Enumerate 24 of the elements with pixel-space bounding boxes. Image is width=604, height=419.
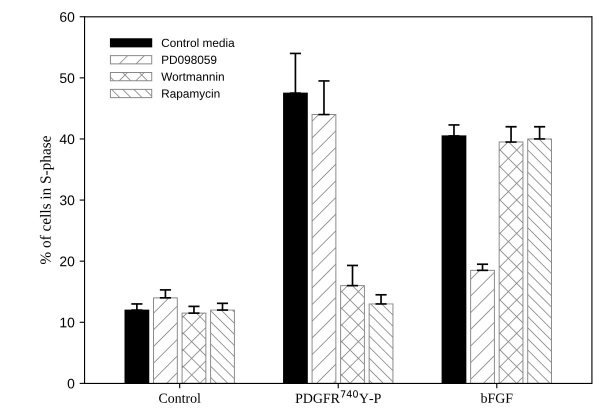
y-tick-label: 0 [68,378,74,389]
y-tick-label: 50 [60,73,74,84]
bar [498,142,524,384]
y-axis-title: % of cells in S-phase [40,136,54,264]
x-tick-label: bFGF [480,393,512,403]
bar [340,285,365,384]
bar [210,310,235,384]
y-tick-label: 60 [60,12,74,22]
x-tick-label: PDGFR$^{740}$Y-P [296,390,381,403]
bar [312,114,336,384]
x-tick-label: Control [159,393,201,403]
bar [368,303,394,384]
legend-label: PD098059 [162,56,216,64]
bar [182,312,206,384]
y-tick-label: 30 [60,195,74,206]
bar [527,138,552,384]
legend-label: Wortmannin [161,72,224,81]
y-tick-label: 40 [60,134,74,144]
legend-label: Rapamycin [162,89,220,100]
bar [470,270,495,384]
bar [153,297,178,384]
legend-label: Control media [162,38,235,48]
y-tick-label: 10 [60,318,74,328]
y-tick-label: 20 [60,256,74,266]
